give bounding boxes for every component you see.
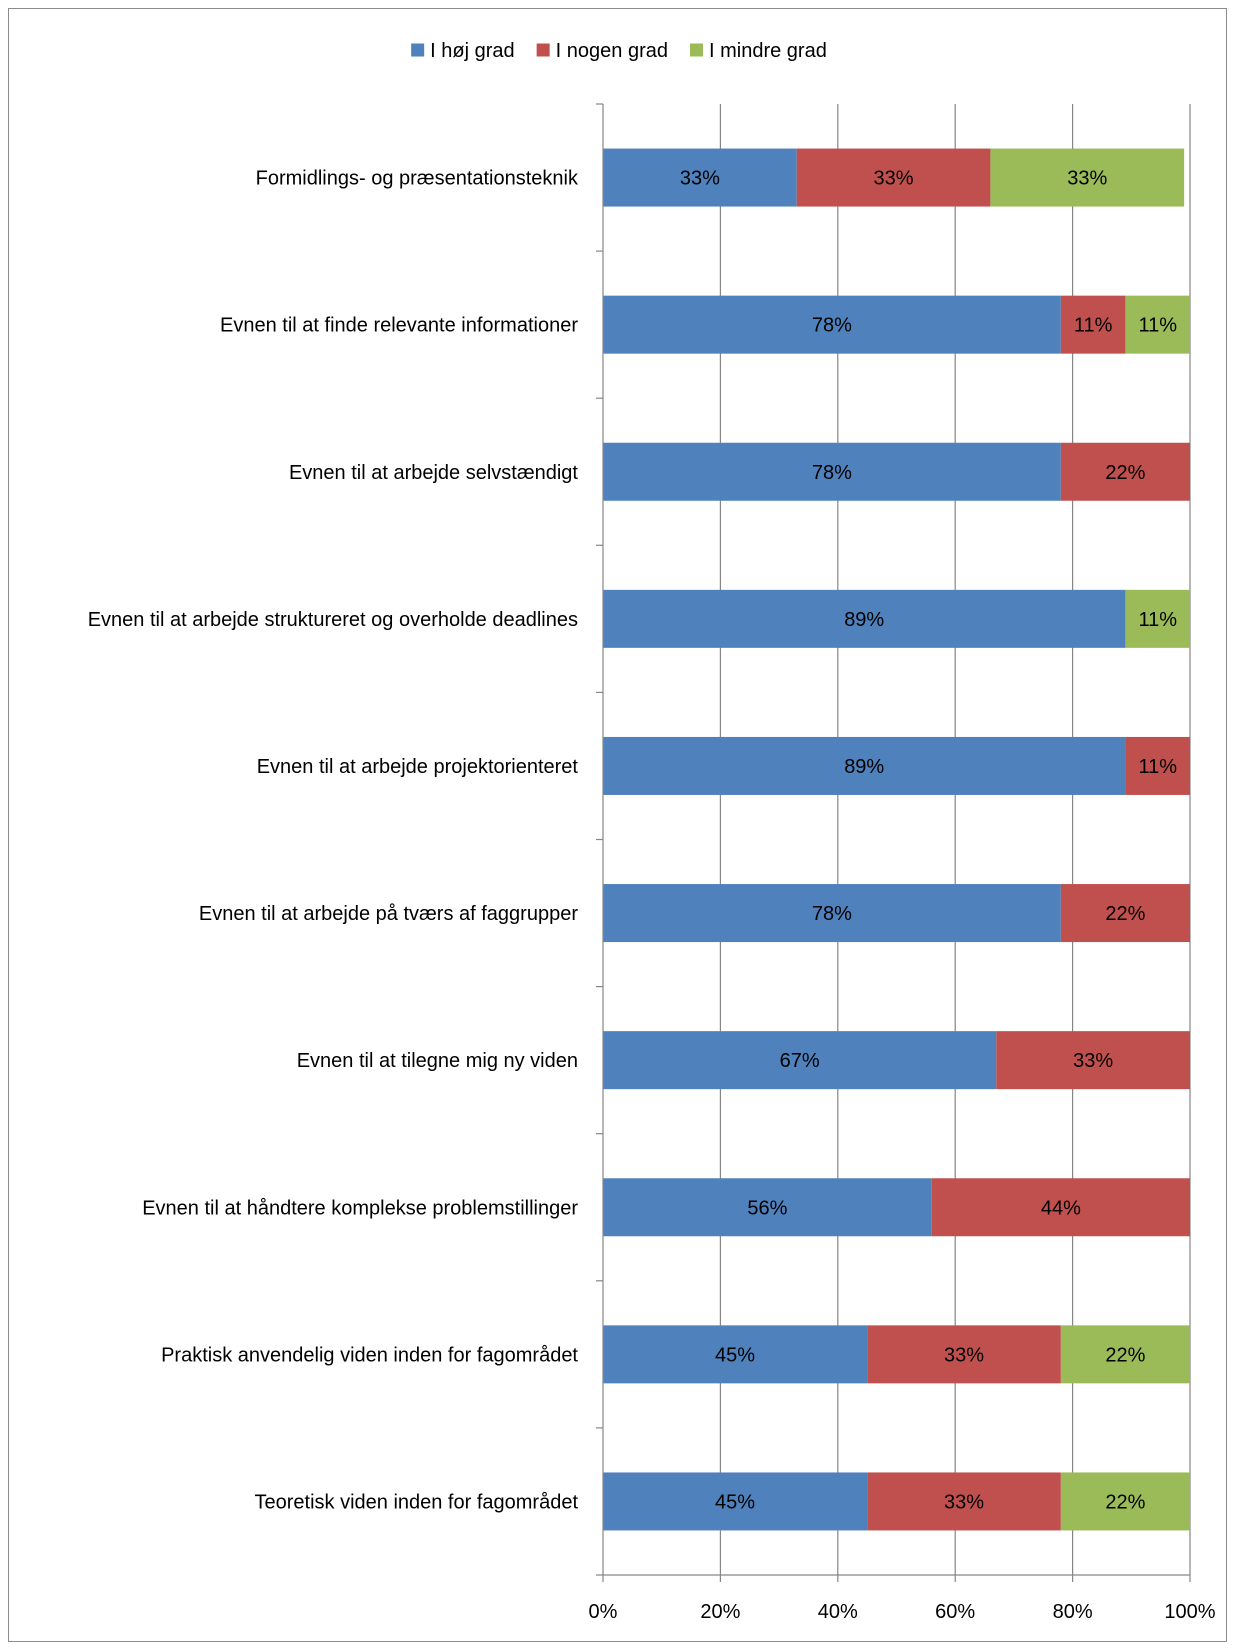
category-label: Praktisk anvendelig viden inden for fago… bbox=[161, 1344, 578, 1366]
x-tick-label: 80% bbox=[1053, 1601, 1093, 1623]
bar-segment bbox=[603, 589, 1126, 648]
x-tick-label: 100% bbox=[1164, 1601, 1215, 1623]
data-label: 56% bbox=[747, 1197, 787, 1219]
bar-segment bbox=[1060, 1325, 1190, 1384]
category-label: Evnen til at håndtere komplekse problems… bbox=[142, 1197, 578, 1219]
data-label: 78% bbox=[812, 903, 852, 925]
bar-segment bbox=[1060, 442, 1190, 501]
data-label: 45% bbox=[715, 1344, 755, 1366]
bar-segment bbox=[1125, 736, 1190, 795]
data-label: 89% bbox=[844, 756, 884, 778]
bar-segment bbox=[603, 1472, 868, 1531]
category-label: Evnen til at finde relevante information… bbox=[220, 315, 578, 337]
bar-segment bbox=[1060, 295, 1126, 354]
bars bbox=[603, 148, 1190, 1531]
data-label: 45% bbox=[715, 1491, 755, 1513]
bar-segment bbox=[1060, 1472, 1190, 1531]
legend-item: I høj grad bbox=[411, 40, 515, 62]
data-label: 22% bbox=[1105, 903, 1145, 925]
legend-item: I nogen grad bbox=[536, 40, 668, 62]
legend: I høj grad I nogen grad I mindre grad bbox=[411, 40, 827, 62]
data-label: 33% bbox=[680, 168, 720, 190]
bar-segment bbox=[603, 295, 1061, 354]
legend-label: I mindre grad bbox=[709, 40, 827, 62]
data-label: 11% bbox=[1138, 756, 1177, 778]
bar-segment bbox=[603, 1031, 997, 1090]
data-label: 22% bbox=[1105, 1344, 1145, 1366]
data-label: 33% bbox=[944, 1344, 984, 1366]
bar-segment bbox=[603, 884, 1061, 943]
data-label: 11% bbox=[1074, 315, 1113, 337]
data-label: 44% bbox=[1041, 1197, 1081, 1219]
data-label: 67% bbox=[780, 1050, 820, 1072]
bar-segment bbox=[996, 1031, 1190, 1090]
x-tick-label: 20% bbox=[700, 1601, 740, 1623]
category-label: Evnen til at arbejde på tværs af faggrup… bbox=[199, 903, 578, 925]
legend-swatch bbox=[536, 43, 550, 57]
bar-segment bbox=[796, 148, 991, 207]
bar-segment bbox=[990, 148, 1185, 207]
category-label: Evnen til at arbejde struktureret og ove… bbox=[88, 609, 578, 631]
bar-segment bbox=[603, 1178, 932, 1237]
data-label: 33% bbox=[1067, 168, 1107, 190]
x-tick-label: 0% bbox=[589, 1601, 618, 1623]
data-label: 22% bbox=[1105, 1491, 1145, 1513]
x-tick-label: 40% bbox=[818, 1601, 858, 1623]
data-label: 89% bbox=[844, 609, 884, 631]
bar-segment bbox=[867, 1325, 1061, 1384]
axes bbox=[596, 103, 1191, 1582]
bar-segment bbox=[1125, 589, 1190, 648]
bar-segment bbox=[867, 1472, 1061, 1531]
data-label: 33% bbox=[1073, 1050, 1113, 1072]
data-label: 22% bbox=[1105, 462, 1145, 484]
legend-swatch bbox=[689, 43, 703, 57]
x-tick-label: 60% bbox=[935, 1601, 975, 1623]
data-label: 11% bbox=[1138, 609, 1177, 631]
bar-segment bbox=[603, 736, 1126, 795]
bar-segment bbox=[603, 442, 1061, 501]
bar-segment bbox=[1125, 295, 1190, 354]
data-label: 78% bbox=[812, 462, 852, 484]
labels: 0% 20% 40% 60% 80% 100% 33% 33% 33% Formidlings- … bbox=[88, 168, 1216, 1623]
data-label: 11% bbox=[1138, 315, 1177, 337]
category-label: Formidlings- og præsentationsteknik bbox=[256, 168, 579, 190]
bar-segment bbox=[603, 1325, 868, 1384]
data-label: 33% bbox=[874, 168, 914, 190]
category-label: Teoretisk viden inden for fagområdet bbox=[254, 1491, 578, 1513]
legend-swatch bbox=[411, 43, 425, 57]
category-label: Evnen til at tilegne mig ny viden bbox=[297, 1050, 578, 1072]
bar-segment bbox=[603, 148, 797, 207]
bar-segment bbox=[931, 1178, 1190, 1237]
legend-item: I mindre grad bbox=[689, 40, 827, 62]
legend-label: I nogen grad bbox=[556, 40, 668, 62]
data-label: 78% bbox=[812, 315, 852, 337]
category-label: Evnen til at arbejde selvstændigt bbox=[289, 462, 578, 484]
category-label: Evnen til at arbejde projektorienteret bbox=[257, 756, 579, 778]
legend-label: I høj grad bbox=[430, 40, 514, 62]
bar-segment bbox=[1060, 884, 1190, 943]
data-label: 33% bbox=[944, 1491, 984, 1513]
